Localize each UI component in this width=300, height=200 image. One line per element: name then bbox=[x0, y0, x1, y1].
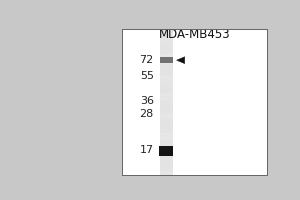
Bar bbox=[160, 75, 173, 77]
Bar bbox=[160, 85, 173, 87]
Text: 36: 36 bbox=[140, 96, 154, 106]
Bar bbox=[160, 158, 173, 160]
Bar bbox=[160, 102, 173, 104]
Bar bbox=[160, 51, 173, 53]
Bar bbox=[160, 48, 173, 51]
Bar bbox=[160, 131, 173, 133]
Bar bbox=[160, 121, 173, 124]
Bar bbox=[160, 46, 173, 48]
Bar bbox=[160, 90, 173, 92]
Text: 55: 55 bbox=[140, 71, 154, 81]
Bar bbox=[160, 29, 173, 31]
Polygon shape bbox=[176, 57, 185, 64]
Bar bbox=[160, 100, 173, 102]
Bar bbox=[160, 73, 173, 75]
Bar bbox=[160, 143, 173, 146]
Bar bbox=[160, 107, 173, 109]
Bar bbox=[160, 168, 173, 170]
Bar bbox=[160, 119, 173, 121]
Bar bbox=[160, 53, 173, 55]
Bar bbox=[160, 156, 173, 158]
Bar bbox=[160, 58, 173, 60]
Bar bbox=[160, 136, 173, 138]
Text: 28: 28 bbox=[140, 109, 154, 119]
Bar bbox=[160, 95, 173, 97]
Bar bbox=[160, 124, 173, 126]
Bar bbox=[160, 39, 173, 41]
Text: 72: 72 bbox=[140, 55, 154, 65]
Bar bbox=[160, 82, 173, 85]
Bar bbox=[160, 148, 173, 151]
FancyBboxPatch shape bbox=[122, 29, 266, 175]
Bar bbox=[160, 163, 173, 165]
Bar bbox=[160, 112, 173, 114]
Bar bbox=[160, 43, 173, 46]
Bar bbox=[160, 165, 173, 168]
Bar bbox=[160, 129, 173, 131]
Text: MDA-MB453: MDA-MB453 bbox=[159, 28, 230, 41]
Bar bbox=[160, 78, 173, 80]
Bar bbox=[159, 146, 173, 156]
Bar bbox=[160, 34, 173, 36]
Bar bbox=[160, 139, 173, 141]
Bar bbox=[160, 114, 173, 116]
Bar bbox=[160, 70, 173, 73]
Text: 17: 17 bbox=[140, 145, 154, 155]
Bar bbox=[160, 151, 173, 153]
Bar bbox=[160, 117, 173, 119]
Bar bbox=[160, 87, 173, 90]
Bar bbox=[160, 134, 173, 136]
Bar bbox=[160, 141, 173, 143]
Bar bbox=[160, 61, 173, 63]
Bar bbox=[160, 109, 173, 112]
Bar bbox=[160, 29, 173, 175]
Bar bbox=[160, 65, 173, 68]
Bar bbox=[160, 57, 173, 63]
Bar bbox=[160, 80, 173, 82]
Bar bbox=[160, 63, 173, 65]
Bar bbox=[160, 153, 173, 155]
Bar bbox=[160, 56, 173, 58]
Bar bbox=[160, 170, 173, 172]
Bar bbox=[160, 160, 173, 163]
Bar bbox=[160, 146, 173, 148]
Bar bbox=[160, 68, 173, 70]
Bar bbox=[160, 173, 173, 175]
Bar bbox=[160, 41, 173, 43]
Bar bbox=[160, 36, 173, 38]
Bar bbox=[160, 92, 173, 94]
Bar bbox=[160, 126, 173, 129]
Bar bbox=[160, 97, 173, 99]
Bar bbox=[160, 104, 173, 107]
Bar bbox=[160, 31, 173, 33]
